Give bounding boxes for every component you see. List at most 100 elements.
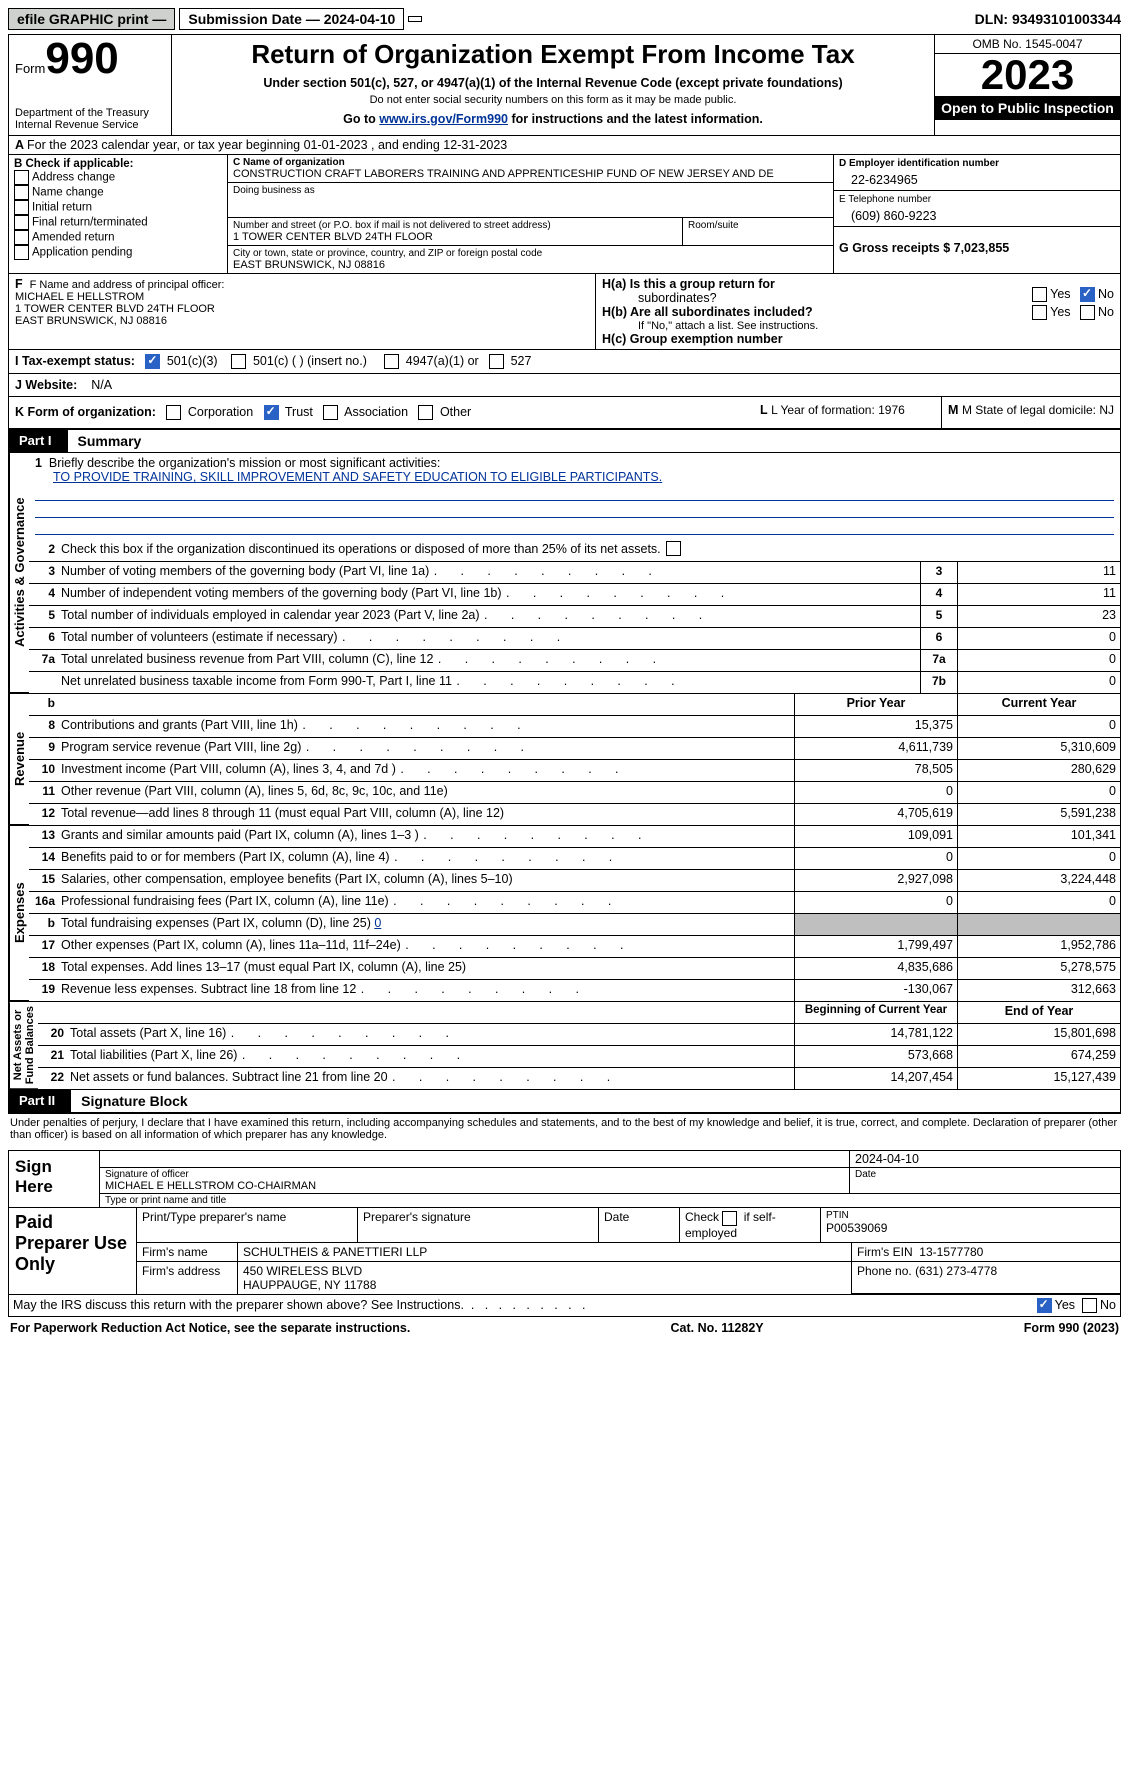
chk-self-employed[interactable] bbox=[722, 1211, 737, 1226]
efile-print-button[interactable]: efile GRAPHIC print — bbox=[8, 8, 175, 30]
chk-ha-yes[interactable] bbox=[1032, 287, 1047, 302]
vtab-netassets: Net Assets or Fund Balances bbox=[9, 1002, 38, 1089]
org-city: EAST BRUNSWICK, NJ 08816 bbox=[233, 259, 828, 271]
val-l14p: 0 bbox=[794, 848, 957, 869]
form-subtitle: Under section 501(c), 527, or 4947(a)(1)… bbox=[178, 76, 928, 90]
ssn-note: Do not enter social security numbers on … bbox=[178, 94, 928, 106]
box-k: K Form of organization: Corporation Trus… bbox=[9, 397, 754, 428]
val-l21p: 573,668 bbox=[794, 1046, 957, 1067]
val-l9c: 5,310,609 bbox=[957, 738, 1120, 759]
section-klm: K Form of organization: Corporation Trus… bbox=[9, 397, 1120, 429]
chk-ha-no[interactable] bbox=[1080, 287, 1095, 302]
val-l13p: 109,091 bbox=[794, 826, 957, 847]
chk-hb-no[interactable] bbox=[1080, 305, 1095, 320]
mission-text[interactable]: TO PROVIDE TRAINING, SKILL IMPROVEMENT A… bbox=[53, 470, 662, 484]
vtab-governance: Activities & Governance bbox=[9, 453, 29, 693]
vtab-expenses: Expenses bbox=[9, 826, 29, 1001]
tax-year-line: A For the 2023 calendar year, or tax yea… bbox=[9, 136, 1120, 155]
box-i: I Tax-exempt status: 501(c)(3) 501(c) ( … bbox=[9, 350, 1120, 374]
summary-netassets: Net Assets or Fund Balances Beginning of… bbox=[9, 1001, 1120, 1089]
ein: 22-6234965 bbox=[839, 169, 1115, 187]
officer-signature-line: MICHAEL E HELLSTROM CO-CHAIRMAN bbox=[105, 1180, 844, 1192]
chk-501c3[interactable] bbox=[145, 354, 160, 369]
firm-ein: 13-1577780 bbox=[919, 1245, 983, 1259]
org-name: CONSTRUCTION CRAFT LABORERS TRAINING AND… bbox=[233, 168, 828, 180]
phone: (609) 860-9223 bbox=[839, 205, 1115, 223]
summary-expenses: Expenses 13Grants and similar amounts pa… bbox=[9, 825, 1120, 1001]
firm-addr1: 450 WIRELESS BLVD bbox=[243, 1264, 846, 1278]
box-b: B Check if applicable: Address change Na… bbox=[9, 155, 228, 273]
sign-here-label: Sign Here bbox=[9, 1151, 100, 1207]
ptin: P00539069 bbox=[826, 1221, 1115, 1235]
form-frame: Form990 Department of the Treasury Inter… bbox=[8, 34, 1121, 1114]
chk-501c[interactable] bbox=[231, 354, 246, 369]
val-l20p: 14,781,122 bbox=[794, 1024, 957, 1045]
val-l10c: 280,629 bbox=[957, 760, 1120, 781]
pra-notice: For Paperwork Reduction Act Notice, see … bbox=[10, 1321, 410, 1335]
fundraising-link[interactable]: 0 bbox=[374, 916, 381, 930]
val-l22p: 14,207,454 bbox=[794, 1068, 957, 1089]
firm-addr2: HAUPPAUGE, NY 11788 bbox=[243, 1278, 846, 1292]
section-fh: F F Name and address of principal office… bbox=[9, 274, 1120, 350]
chk-final-return[interactable] bbox=[14, 215, 29, 230]
val-l22c: 15,127,439 bbox=[957, 1068, 1120, 1089]
chk-other[interactable] bbox=[418, 405, 433, 420]
val-l18c: 5,278,575 bbox=[957, 958, 1120, 979]
discuss-line: May the IRS discuss this return with the… bbox=[9, 1294, 1120, 1316]
box-c: C Name of organization CONSTRUCTION CRAF… bbox=[228, 155, 833, 273]
chk-application-pending[interactable] bbox=[14, 245, 29, 260]
section-bcdeg: B Check if applicable: Address change Na… bbox=[9, 155, 1120, 274]
irs-link[interactable]: www.irs.gov/Form990 bbox=[379, 112, 508, 126]
chk-hb-yes[interactable] bbox=[1032, 305, 1047, 320]
val-l15c: 3,224,448 bbox=[957, 870, 1120, 891]
val-l12p: 4,705,619 bbox=[794, 804, 957, 825]
paid-preparer-label: Paid Preparer Use Only bbox=[9, 1208, 137, 1293]
val-l16b-grey2 bbox=[957, 914, 1120, 935]
chk-initial-return[interactable] bbox=[14, 200, 29, 215]
chk-discontinued[interactable] bbox=[666, 541, 681, 556]
val-l17p: 1,799,497 bbox=[794, 936, 957, 957]
paid-preparer-block: Paid Preparer Use Only Print/Type prepar… bbox=[8, 1208, 1121, 1317]
box-deg: D Employer identification number 22-6234… bbox=[833, 155, 1120, 273]
box-h: H(a) Is this a group return for subordin… bbox=[596, 274, 1120, 349]
val-l19c: 312,663 bbox=[957, 980, 1120, 1001]
chk-corp[interactable] bbox=[166, 405, 181, 420]
form-prefix: Form bbox=[15, 61, 45, 76]
chk-assoc[interactable] bbox=[323, 405, 338, 420]
val-l8c: 0 bbox=[957, 716, 1120, 737]
form-header: Form990 Department of the Treasury Inter… bbox=[9, 35, 1120, 136]
submission-date: Submission Date — 2024-04-10 bbox=[179, 8, 404, 30]
box-j: J Website: N/A bbox=[9, 374, 1120, 397]
dln-number: DLN: 93493101003344 bbox=[975, 11, 1121, 27]
chk-trust[interactable] bbox=[264, 405, 279, 420]
box-l: L L Year of formation: 1976 bbox=[754, 397, 942, 428]
val-l15p: 2,927,098 bbox=[794, 870, 957, 891]
val-l5: 23 bbox=[957, 606, 1120, 627]
chk-527[interactable] bbox=[489, 354, 504, 369]
val-l17c: 1,952,786 bbox=[957, 936, 1120, 957]
chk-amended-return[interactable] bbox=[14, 230, 29, 245]
val-l20c: 15,801,698 bbox=[957, 1024, 1120, 1045]
summary-governance: Activities & Governance 1 Briefly descri… bbox=[9, 453, 1120, 693]
chk-discuss-no[interactable] bbox=[1082, 1298, 1097, 1313]
chk-discuss-yes[interactable] bbox=[1037, 1298, 1052, 1313]
gross-receipts: G Gross receipts $ 7,023,855 bbox=[839, 241, 1009, 255]
tax-year: 2023 bbox=[935, 54, 1120, 96]
chk-address-change[interactable] bbox=[14, 170, 29, 185]
box-m: M M State of legal domicile: NJ bbox=[942, 397, 1120, 428]
box-f: F F Name and address of principal office… bbox=[9, 274, 596, 349]
val-l7a: 0 bbox=[957, 650, 1120, 671]
top-bar: efile GRAPHIC print — Submission Date — … bbox=[8, 8, 1121, 30]
chk-name-change[interactable] bbox=[14, 185, 29, 200]
val-l11p: 0 bbox=[794, 782, 957, 803]
form-ref: Form 990 (2023) bbox=[1024, 1321, 1119, 1335]
form-number: 990 bbox=[45, 34, 118, 83]
val-l14c: 0 bbox=[957, 848, 1120, 869]
val-l4: 11 bbox=[957, 584, 1120, 605]
vtab-revenue: Revenue bbox=[9, 694, 29, 825]
val-l9p: 4,611,739 bbox=[794, 738, 957, 759]
chk-4947[interactable] bbox=[384, 354, 399, 369]
part2-header: Part II Signature Block bbox=[9, 1089, 1120, 1113]
val-l16b-grey1 bbox=[794, 914, 957, 935]
val-l11c: 0 bbox=[957, 782, 1120, 803]
